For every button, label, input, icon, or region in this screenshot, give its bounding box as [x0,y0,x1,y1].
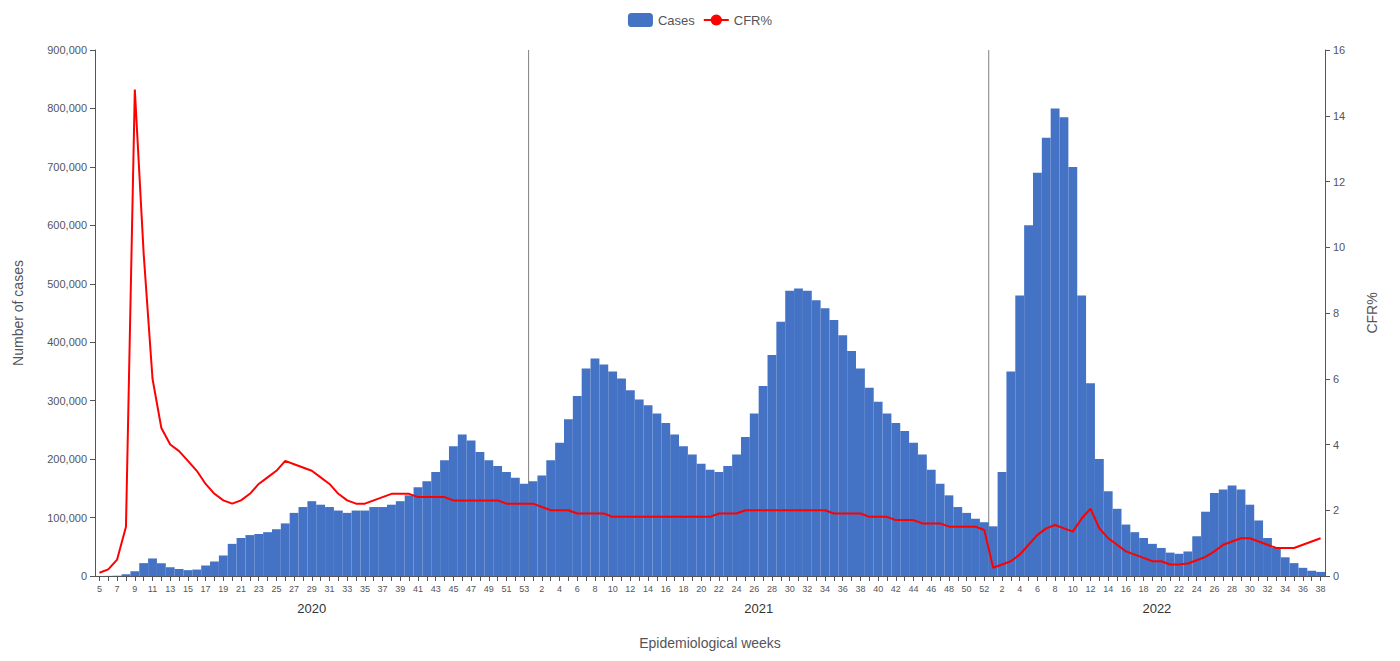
svg-text:21: 21 [236,584,246,594]
svg-text:6: 6 [1035,584,1040,594]
svg-text:40: 40 [873,584,883,594]
svg-text:5: 5 [97,584,102,594]
svg-text:51: 51 [501,584,511,594]
svg-text:Number of cases: Number of cases [10,260,26,366]
svg-text:8: 8 [1333,307,1339,319]
svg-text:50: 50 [962,584,972,594]
svg-text:10: 10 [608,584,618,594]
svg-text:53: 53 [519,584,529,594]
svg-text:800,000: 800,000 [47,102,87,114]
svg-text:12: 12 [625,584,635,594]
svg-text:19: 19 [218,584,228,594]
svg-text:32: 32 [1262,584,1272,594]
svg-text:39: 39 [395,584,405,594]
svg-text:43: 43 [431,584,441,594]
svg-text:30: 30 [785,584,795,594]
svg-text:41: 41 [413,584,423,594]
svg-text:18: 18 [1139,584,1149,594]
svg-text:6: 6 [1333,373,1339,385]
svg-text:0: 0 [1333,570,1339,582]
svg-text:20: 20 [696,584,706,594]
svg-text:900,000: 900,000 [47,44,87,56]
svg-text:4: 4 [1333,439,1339,451]
svg-text:22: 22 [714,584,724,594]
svg-text:38: 38 [855,584,865,594]
svg-text:18: 18 [678,584,688,594]
svg-text:16: 16 [661,584,671,594]
svg-text:24: 24 [1192,584,1202,594]
svg-text:2021: 2021 [744,601,773,616]
svg-text:32: 32 [802,584,812,594]
svg-text:200,000: 200,000 [47,453,87,465]
svg-text:100,000: 100,000 [47,512,87,524]
svg-text:500,000: 500,000 [47,278,87,290]
svg-text:46: 46 [926,584,936,594]
svg-text:28: 28 [1227,584,1237,594]
svg-text:33: 33 [342,584,352,594]
svg-text:48: 48 [944,584,954,594]
svg-text:0: 0 [81,570,87,582]
svg-text:15: 15 [183,584,193,594]
svg-text:CFR%: CFR% [734,13,773,28]
svg-text:36: 36 [1298,584,1308,594]
svg-text:35: 35 [360,584,370,594]
svg-text:7: 7 [115,584,120,594]
svg-text:2020: 2020 [297,601,326,616]
svg-text:12: 12 [1085,584,1095,594]
svg-text:2: 2 [1000,584,1005,594]
svg-text:36: 36 [838,584,848,594]
svg-text:8: 8 [592,584,597,594]
svg-text:400,000: 400,000 [47,336,87,348]
svg-text:11: 11 [148,584,157,594]
svg-text:16: 16 [1333,44,1345,56]
svg-text:12: 12 [1333,176,1345,188]
svg-text:22: 22 [1174,584,1184,594]
svg-text:38: 38 [1316,584,1326,594]
svg-text:2: 2 [1333,504,1339,516]
svg-text:700,000: 700,000 [47,161,87,173]
svg-text:10: 10 [1333,241,1345,253]
svg-text:23: 23 [254,584,264,594]
svg-text:2022: 2022 [1142,601,1171,616]
svg-text:24: 24 [732,584,742,594]
svg-text:8: 8 [1053,584,1058,594]
svg-text:CFR%: CFR% [1364,292,1380,333]
svg-text:28: 28 [767,584,777,594]
svg-text:14: 14 [1103,584,1113,594]
svg-text:45: 45 [448,584,458,594]
svg-text:30: 30 [1245,584,1255,594]
svg-text:27: 27 [289,584,299,594]
svg-text:37: 37 [378,584,388,594]
svg-text:31: 31 [324,584,334,594]
svg-text:26: 26 [749,584,759,594]
svg-text:44: 44 [909,584,919,594]
svg-text:16: 16 [1121,584,1131,594]
svg-text:20: 20 [1156,584,1166,594]
svg-text:4: 4 [557,584,562,594]
svg-text:47: 47 [466,584,476,594]
svg-text:14: 14 [1333,110,1345,122]
svg-text:Cases: Cases [658,13,695,28]
svg-text:Epidemiological weeks: Epidemiological weeks [639,635,781,651]
svg-text:14: 14 [643,584,653,594]
svg-text:4: 4 [1017,584,1022,594]
svg-text:2: 2 [539,584,544,594]
svg-text:10: 10 [1068,584,1078,594]
svg-text:49: 49 [484,584,494,594]
svg-text:42: 42 [891,584,901,594]
svg-text:6: 6 [575,584,580,594]
svg-text:52: 52 [979,584,989,594]
svg-text:13: 13 [165,584,175,594]
svg-text:25: 25 [271,584,281,594]
svg-text:26: 26 [1209,584,1219,594]
svg-text:34: 34 [820,584,830,594]
svg-text:29: 29 [307,584,317,594]
svg-text:600,000: 600,000 [47,219,87,231]
svg-text:300,000: 300,000 [47,395,87,407]
svg-text:9: 9 [132,584,137,594]
svg-text:17: 17 [201,584,211,594]
svg-text:34: 34 [1280,584,1290,594]
